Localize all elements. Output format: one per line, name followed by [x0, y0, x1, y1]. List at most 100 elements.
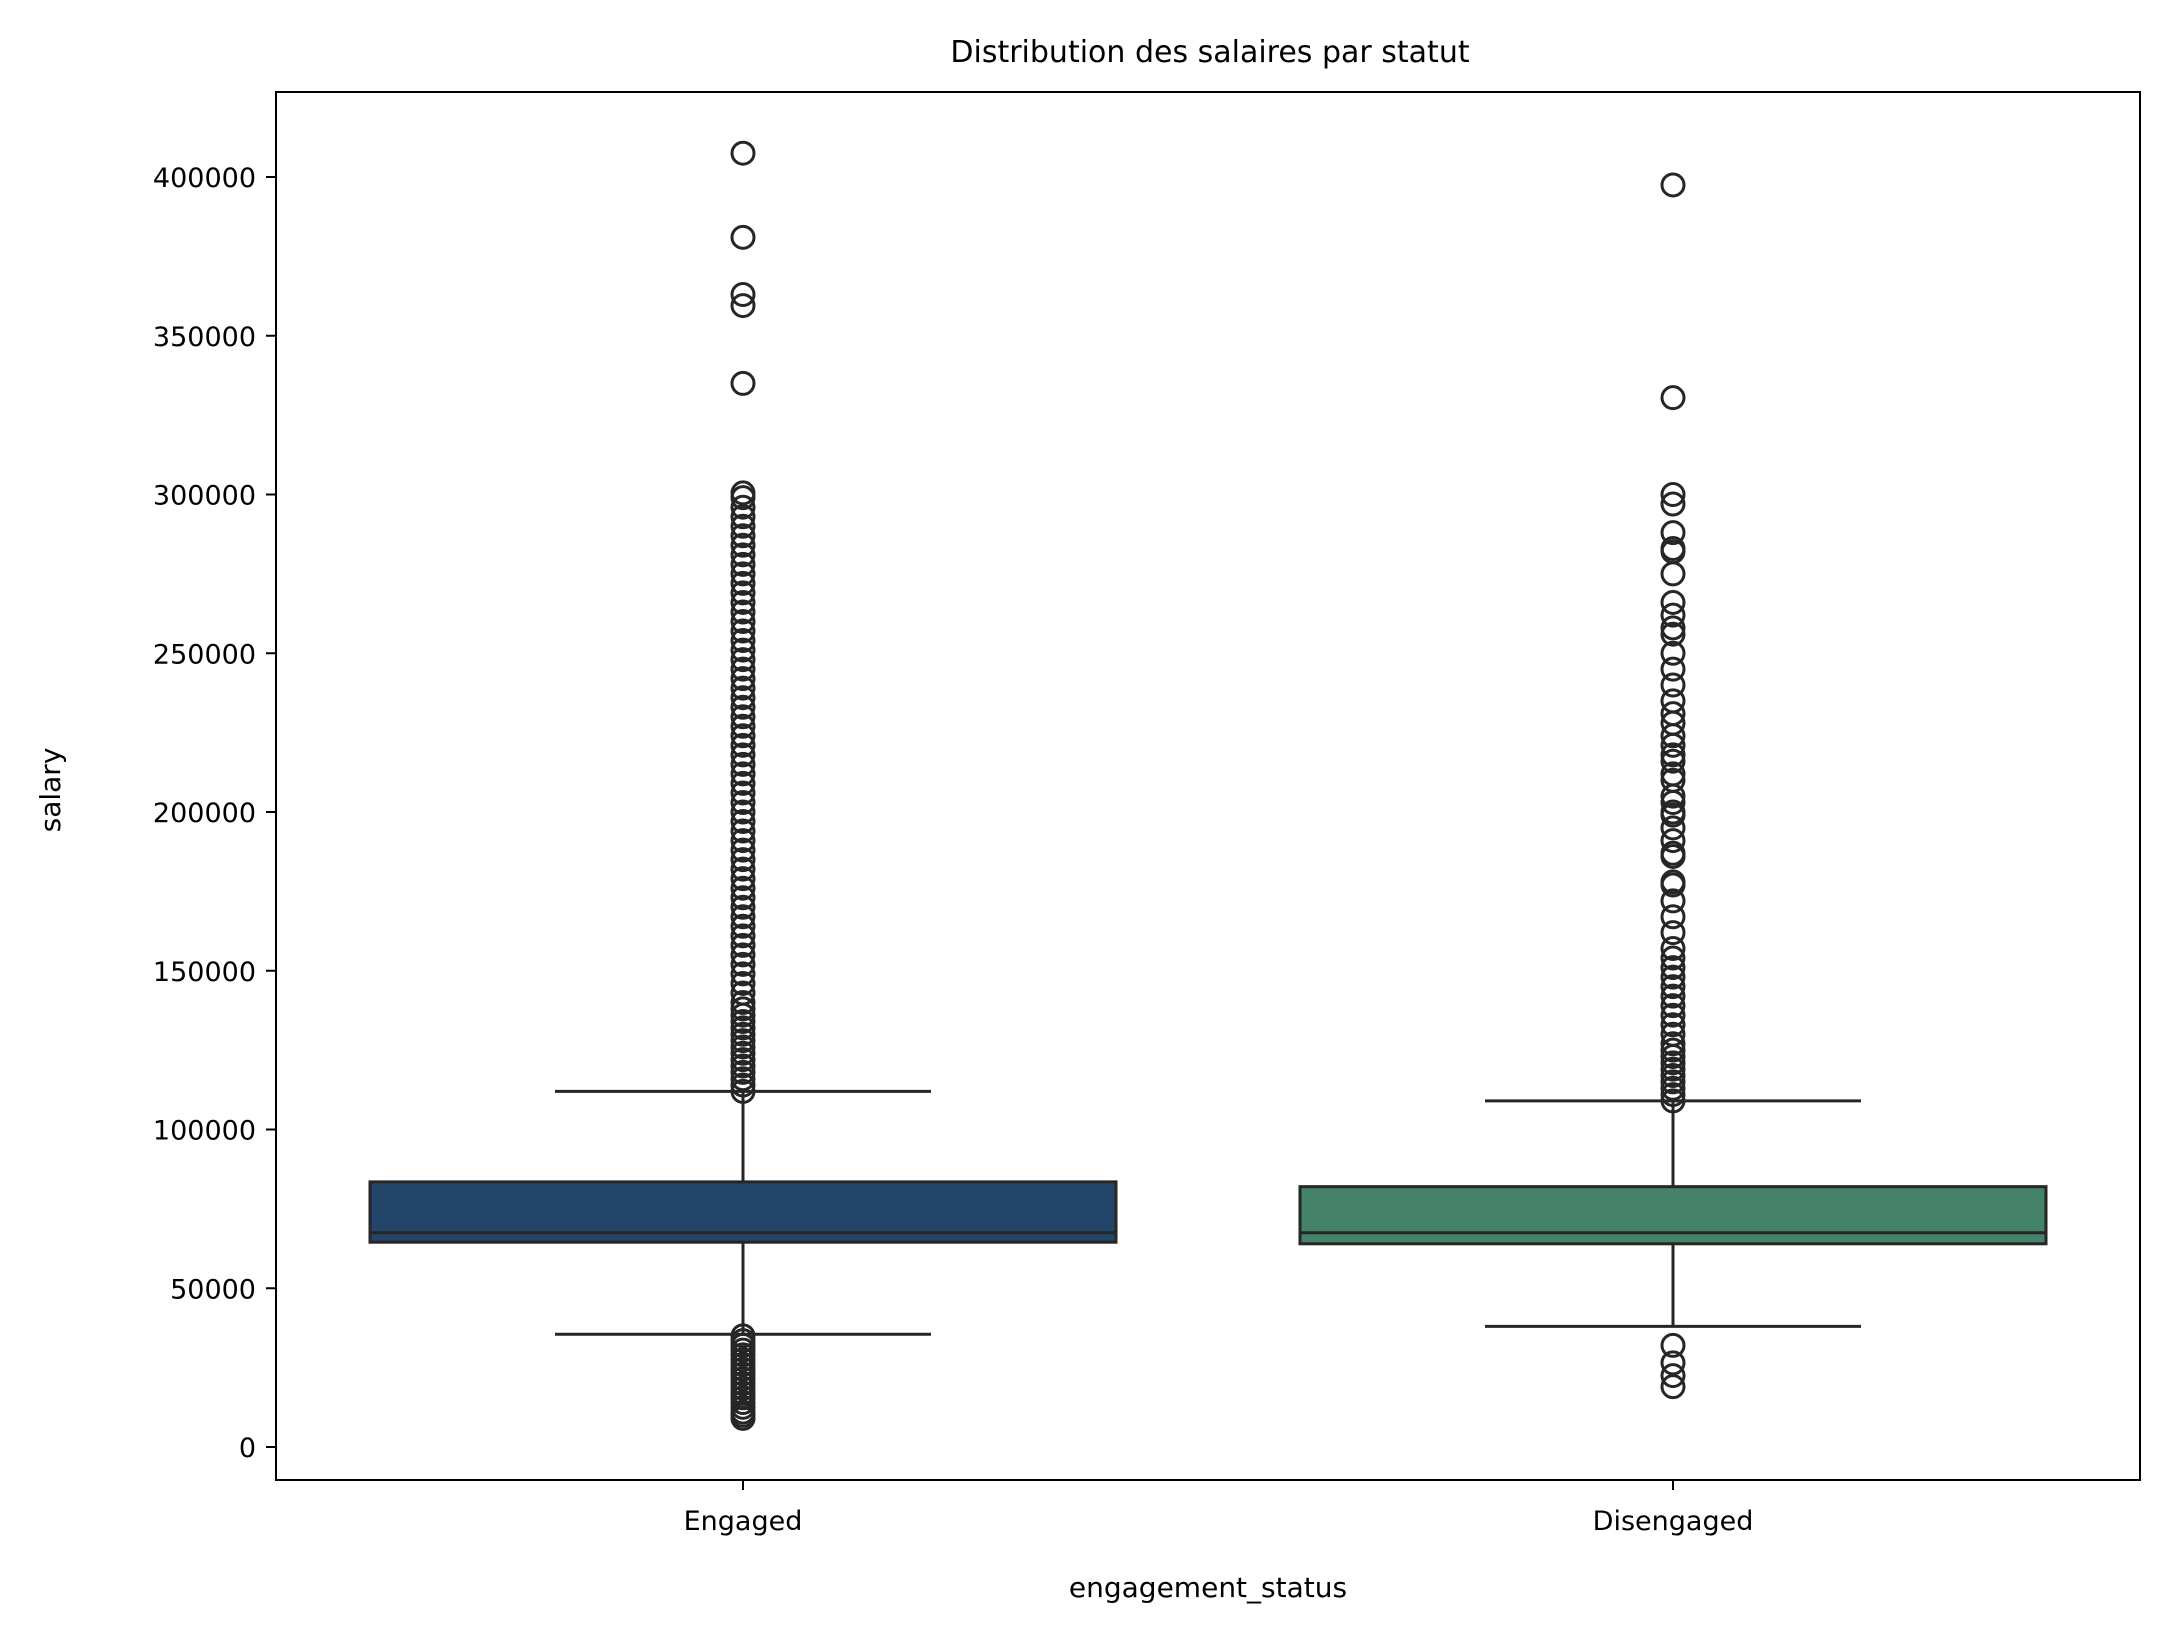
outlier-point [730, 942, 756, 968]
outlier-point [1660, 688, 1686, 714]
y-axis-label: salary [34, 748, 67, 833]
outlier-point [730, 551, 756, 577]
outlier-point [730, 951, 756, 977]
outlier-point [730, 1034, 756, 1060]
outlier-point [730, 1323, 756, 1349]
outlier-point [1660, 993, 1686, 1019]
outlier-point [730, 561, 756, 587]
outlier-point [730, 723, 756, 749]
outlier-point [1660, 1063, 1686, 1089]
outlier-point [730, 570, 756, 596]
outlier-point [1660, 936, 1686, 962]
outlier-point [1660, 589, 1686, 615]
outlier-point [730, 990, 756, 1015]
chart-title: Distribution des salaires par statut [950, 35, 1469, 70]
outlier-point [1660, 1021, 1686, 1047]
outlier-point [730, 542, 756, 568]
outlier-point [730, 140, 756, 166]
outlier-point [1660, 482, 1686, 507]
y-tick-label: 300000 [153, 481, 256, 512]
outlier-point [730, 1015, 756, 1041]
outlier-point [730, 1021, 756, 1047]
outlier-point [1660, 1031, 1686, 1057]
outlier-point [1660, 742, 1686, 768]
outlier-point [730, 1040, 756, 1066]
outlier-point [730, 618, 756, 644]
x-tick-label: Disengaged [1593, 1506, 1754, 1537]
outlier-point [730, 609, 756, 634]
outlier-point [1660, 767, 1686, 793]
y-tick-label: 350000 [153, 322, 256, 353]
outlier-point [1660, 983, 1686, 1009]
outlier-point [730, 532, 756, 558]
y-tick-label: 250000 [153, 639, 256, 670]
outlier-point [730, 1047, 756, 1073]
outlier-point [1660, 1002, 1686, 1028]
outlier-point [730, 685, 756, 711]
outlier-point [730, 599, 756, 625]
outlier-point [730, 799, 756, 825]
outlier-point [730, 761, 756, 787]
outlier-point [1660, 888, 1686, 914]
outlier-point [1660, 701, 1686, 727]
outlier-point [730, 293, 756, 319]
outlier-point [1660, 1363, 1686, 1389]
outlier-point [730, 1072, 756, 1098]
outlier-point [730, 370, 756, 396]
y-tick-label: 0 [239, 1433, 256, 1464]
outlier-point [730, 1053, 756, 1079]
outlier-point [730, 523, 756, 549]
outlier-point [1660, 974, 1686, 1000]
outlier-point [730, 996, 756, 1022]
outlier-point [1660, 799, 1686, 825]
outlier-point [1660, 869, 1686, 895]
outlier-point [730, 1066, 756, 1092]
outlier-point [1660, 672, 1686, 698]
outlier-point [1660, 1050, 1686, 1076]
outlier-point [1660, 1075, 1686, 1101]
plot-area-frame [275, 91, 2141, 1481]
outlier-point [730, 770, 756, 796]
outlier-point [730, 494, 756, 520]
outlier-point [1660, 1350, 1686, 1376]
outlier-point [1660, 640, 1686, 666]
y-tick-label: 400000 [153, 163, 256, 194]
outlier-point [730, 818, 756, 844]
outlier-point [730, 932, 756, 958]
outlier-point [730, 666, 756, 692]
outlier-point [730, 513, 756, 539]
outlier-point [730, 847, 756, 873]
outlier-point [730, 980, 756, 1006]
y-axis: 0 50000 100000 150000 200000 250000 300000 3500… [153, 163, 276, 1464]
x-tick-label: Engaged [684, 1506, 803, 1537]
outlier-point [1660, 615, 1686, 641]
outlier-point [1660, 1374, 1686, 1400]
outlier-point [730, 589, 756, 615]
outlier-point [1660, 761, 1686, 787]
outlier-point [1660, 840, 1686, 866]
outlier-point [1660, 1082, 1686, 1108]
outlier-point [730, 694, 756, 720]
outlier-point [730, 628, 756, 654]
outlier-point [730, 580, 756, 606]
outlier-point [730, 742, 756, 768]
outlier-point [730, 885, 756, 911]
outlier-point [1660, 520, 1686, 546]
outlier-point [730, 751, 756, 777]
outlier-point [730, 866, 756, 892]
outlier-point [1660, 621, 1686, 647]
outlier-point [730, 1009, 756, 1035]
outlier-point [1660, 748, 1686, 774]
outlier-point [730, 961, 756, 987]
outlier-point [1660, 535, 1686, 561]
outlier-point [730, 913, 756, 939]
outlier-point [1660, 964, 1686, 990]
outlier-point [730, 856, 756, 882]
box-series [368, 140, 2048, 1431]
outlier-point [1660, 1069, 1686, 1095]
outlier-point [730, 637, 756, 663]
outlier-point [1660, 955, 1686, 981]
outlier-point [1660, 1088, 1686, 1114]
outlier-point [730, 281, 756, 307]
